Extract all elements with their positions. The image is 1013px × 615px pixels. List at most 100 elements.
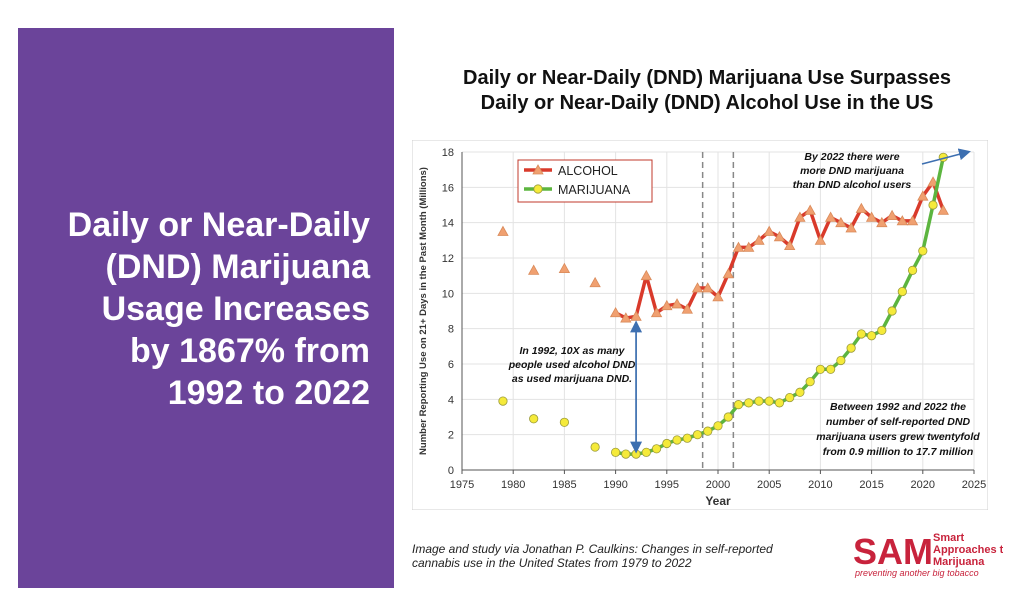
marijuana-point [918,246,928,256]
chart-title: Daily or Near-Daily (DND) Marijuana Use … [412,66,1002,116]
alcohol-point [865,211,878,222]
alcohol-point [896,215,908,226]
headline-line-1: Daily or Near-Daily [67,206,370,244]
annotation-3-line: from 0.9 million to 17.7 million [823,446,974,458]
logo-mark: SAM [853,531,933,572]
x-tick-label: 1995 [655,479,679,491]
annotation-3-line: Between 1992 and 2022 the [830,401,966,413]
marijuana-point [559,417,569,427]
alcohol-point [681,303,693,314]
marijuana-point [733,400,744,410]
headline-line-5: 1992 to 2022 [167,374,370,412]
headline-line-3: Usage Increases [101,290,370,328]
marijuana-point [877,325,887,336]
alcohol-point [732,241,745,252]
marijuana-point [907,265,918,275]
chart-frame: 0 2 4 6 8 10 12 14 16 18 1975 1980 1985 1990 1995 2000 2… [412,140,988,510]
marijuana-point [846,343,856,353]
annotation-1-line: more DND marijuana [800,165,904,177]
x-tick-label: 2025 [962,479,986,491]
marijuana-point [692,430,703,440]
alcohol-point [691,282,704,293]
marijuana-point [826,364,836,374]
alcohol-point [876,216,888,228]
annotation-3-line: marijuana users grew twentyfold [816,431,980,443]
caption-line-1: Image and study via Jonathan P. Caulkins… [412,542,773,556]
alcohol-point [763,225,775,236]
marijuana-point [897,286,907,297]
alcohol-point [650,306,663,318]
logo-name-line-2: Approaches to [933,544,1003,556]
legend-alcohol-marker [532,164,544,175]
alcohol-point [824,211,837,222]
source-caption: Image and study via Jonathan P. Caulkins… [412,542,832,570]
marijuana-point [631,449,641,459]
marijuana-point [703,426,713,436]
alcohol-point [927,176,939,187]
y-axis-label: Number Reporting Use on 21+ Days in the … [418,167,429,455]
marijuana-point [836,355,846,366]
headline-panel: Daily or Near-Daily (DND) Marijuana Usag… [18,28,394,588]
marijuana-point [774,398,785,408]
alcohol-point [558,262,571,274]
chart-title-line-2: Daily or Near-Daily (DND) Alcohol Use in… [480,92,934,114]
alcohol-point [630,310,642,321]
marijuana-point [928,200,938,210]
y-tick-label: 6 [448,359,454,371]
marijuana-point [713,421,723,431]
alcohol-point [794,211,806,222]
marijuana-point [590,442,600,452]
y-tick-label: 2 [448,430,454,442]
alcohol-point [609,306,622,318]
logo-name-line-1: Smart [933,532,965,544]
alcohol-point [937,204,949,215]
annotation-2-line: In 1992, 10X as many [519,345,625,357]
alcohol-point [804,204,816,215]
marijuana-point [651,444,662,454]
annotation-3-line: number of self-reported DND [826,416,971,428]
marijuana-point [723,412,733,422]
alcohol-point [835,216,847,228]
alcohol-point [671,298,683,309]
annotation-2-line: as used marijuana DND. [512,373,632,385]
alcohol-point [661,299,673,311]
marijuana-point [815,364,825,374]
marijuana-point [529,414,539,424]
y-tick-label: 0 [448,465,454,477]
headline-line-4: by 1867% from [130,332,370,370]
x-tick-label: 1980 [501,479,525,491]
marijuana-point [805,377,815,387]
chart-border [412,140,988,510]
y-tick-label: 14 [442,218,454,230]
legend-marijuana-marker [533,184,543,194]
marijuana-point [498,396,508,406]
logo-name-line-3: Marijuana [933,556,985,568]
alcohol-point [917,190,929,201]
chart-title-line-1: Daily or Near-Daily (DND) Marijuana Use … [463,67,951,89]
logo-tagline: preventing another big tobacco [854,568,979,578]
annotation-1-line: By 2022 there were [804,151,899,163]
annotation-2-line: people used alcohol DND [508,359,636,371]
alcohol-point [712,291,724,302]
alcohol-point [753,234,765,245]
marijuana-point [866,331,877,341]
marijuana-point [662,438,672,449]
chart: 0 2 4 6 8 10 12 14 16 18 1975 1980 1985 1990 1995 2000 2… [412,140,988,510]
alcohol-point [722,268,734,279]
marijuana-point [754,396,764,406]
x-tick-label: 2010 [808,479,832,491]
x-tick-label: 1990 [603,479,627,491]
x-tick-label: 1985 [552,479,576,491]
legend-alcohol-label: ALCOHOL [558,164,618,178]
x-tick-label: 1975 [450,479,474,491]
marijuana-point [621,449,631,459]
marijuana-point [764,396,774,406]
y-tick-label: 18 [442,147,454,159]
caption-line-2: cannabis use in the United States from 1… [412,556,692,570]
alcohol-point [784,239,796,251]
legend-marijuana-label: MARIJUANA [558,183,631,197]
sam-logo: SAM Smart Approaches to Marijuana preven… [853,531,1003,578]
headline: Daily or Near-Daily (DND) Marijuana Usag… [30,204,370,414]
alcohol-point [773,230,786,242]
y-tick-label: 12 [442,253,454,265]
